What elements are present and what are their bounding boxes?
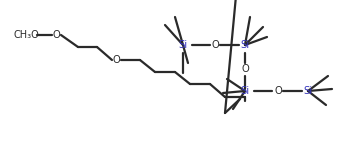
Text: O: O [274, 86, 282, 96]
Text: Si: Si [240, 40, 250, 50]
Text: Si: Si [240, 86, 250, 96]
Text: O: O [211, 40, 219, 50]
Text: O: O [112, 55, 120, 65]
Text: O: O [52, 30, 60, 40]
Text: O: O [241, 64, 249, 74]
Text: Si: Si [178, 40, 188, 50]
Text: CH₃O: CH₃O [13, 30, 39, 40]
Text: Si: Si [303, 86, 313, 96]
